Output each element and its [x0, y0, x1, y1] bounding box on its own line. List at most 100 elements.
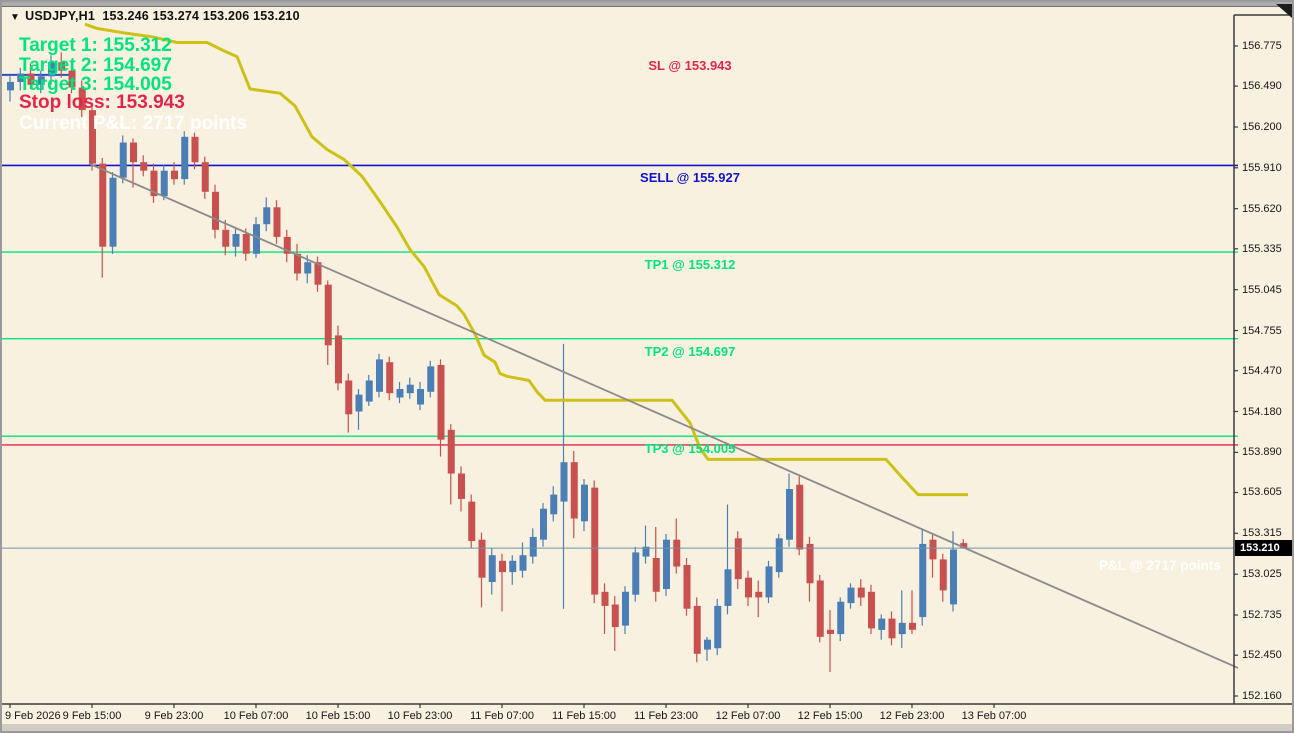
candle-body-down [191, 136, 199, 163]
corner-triangle-icon [1276, 4, 1292, 18]
candle-body-up [529, 536, 537, 557]
price-axis-label: 152.160 [1242, 690, 1282, 702]
time-axis-label: 10 Feb 15:00 [305, 710, 371, 722]
candle-body-up [765, 566, 773, 598]
candle-body-up [632, 552, 640, 595]
stop-loss-text: Stop loss: 153.943 [19, 92, 185, 113]
candle-body-up [663, 539, 670, 589]
candle-body-up [488, 555, 496, 582]
time-axis-label: 11 Feb 15:00 [551, 710, 617, 722]
candle-body-up [376, 359, 383, 392]
candle-body-down [150, 170, 158, 197]
candle-body-down [591, 487, 599, 595]
candle-body-down [345, 380, 353, 415]
candle-body-down [242, 234, 250, 254]
candle-body-down [99, 163, 107, 247]
candle-body-down [458, 473, 465, 499]
candle-body-down [201, 162, 209, 192]
candle-body-down [294, 253, 301, 274]
candle-body-up [119, 142, 127, 178]
candle-body-down [140, 162, 148, 171]
candle-body-up [898, 622, 906, 635]
time-axis-label: 9 Feb 23:00 [144, 710, 204, 722]
candle-body-down [335, 335, 342, 384]
current-price-value: 153.210 [1240, 542, 1280, 554]
target1-text: Target 1: 155.312 [19, 35, 172, 56]
candle-body-up [427, 366, 435, 392]
candle-body-up [48, 62, 55, 77]
chart-title: ▼ USDJPY,H1 153.246 153.274 153.206 153.2… [10, 9, 300, 23]
ohlc-quote-values: 153.246 153.274 153.206 153.210 [102, 9, 300, 23]
candle-body-up [17, 73, 25, 82]
candle-body-up [847, 587, 855, 604]
candle-body-down [58, 62, 66, 71]
candle-body-down [888, 618, 896, 639]
candle-body-down [273, 207, 281, 237]
price-axis-label: 153.605 [1242, 486, 1282, 498]
candle-body-down [745, 577, 752, 598]
candle-body-down [816, 580, 824, 637]
candle-body-down [796, 484, 804, 550]
time-axis-label: 13 Feb 07:00 [961, 710, 1027, 722]
price-axis-label: 155.620 [1242, 203, 1282, 215]
candle-body-up [540, 508, 547, 540]
price-axis-label: 154.470 [1242, 365, 1282, 377]
time-axis-label: 11 Feb 07:00 [469, 710, 535, 722]
candle-body-down [68, 70, 76, 88]
candle-body-down [806, 543, 814, 584]
price-axis-label: 156.200 [1242, 121, 1282, 133]
time-axis-label: 10 Feb 07:00 [223, 710, 289, 722]
candle-body-down [734, 538, 742, 580]
symbol-dropdown-triangle-icon[interactable]: ▼ [10, 12, 21, 23]
candle-body-down [386, 362, 394, 394]
candle-body-up [642, 546, 650, 557]
candle-body-down [437, 365, 445, 440]
candle-body-down [827, 629, 834, 634]
candle-body-up [519, 555, 527, 571]
candle-body-down [909, 622, 916, 630]
candle-body-up [365, 380, 373, 402]
candle-body-down [314, 262, 322, 285]
candle-body-down [868, 591, 875, 629]
target2-text: Target 2: 154.697 [19, 55, 172, 76]
price-axis-label: 153.890 [1242, 446, 1282, 458]
candle-body-up [181, 136, 189, 180]
candle-body-down [283, 236, 291, 254]
candle-body-down [929, 539, 937, 560]
time-axis-label: 9 Feb 15:00 [62, 710, 122, 722]
candle-body-up [406, 384, 414, 394]
candle-body-down [324, 284, 332, 346]
candle-body-down [212, 191, 219, 230]
candle-body-down [130, 142, 137, 163]
price-axis-label: 152.735 [1242, 609, 1282, 621]
candle-body-down [652, 558, 660, 592]
price-axis-label: 152.450 [1242, 649, 1282, 661]
candle-body-up [775, 538, 783, 573]
time-axis-label: 9 Feb 2026 [5, 710, 61, 722]
candle-body-up [355, 394, 363, 412]
candle-body-up [109, 177, 117, 247]
candle-body-up [7, 81, 14, 91]
trendline[interactable] [88, 162, 1239, 669]
level-label-sl: SL @ 153.943 [648, 58, 732, 73]
candle-body-up [37, 76, 45, 85]
candle-body-up [724, 569, 732, 606]
candle-body-up [509, 560, 517, 573]
candle-body-up [714, 605, 722, 649]
candle-body-down [939, 559, 947, 591]
pnl-right-text: P&L @ 2717 points [1099, 558, 1221, 573]
candle-body-up [704, 639, 711, 650]
candle-body-up [786, 489, 793, 540]
time-axis-label: 11 Feb 23:00 [633, 710, 699, 722]
level-label-tp2: TP2 @ 154.697 [644, 344, 736, 359]
price-axis-label: 155.910 [1242, 162, 1282, 174]
level-label-tp3: TP3 @ 154.005 [644, 441, 736, 456]
candle-body-up [304, 262, 312, 274]
candle-body-down [89, 110, 96, 164]
window-top-edge [2, 2, 1292, 7]
candle-body-up [837, 601, 845, 635]
candle-body-down [27, 73, 35, 85]
candle-body-down [78, 87, 86, 111]
candle-body-up [878, 618, 886, 630]
